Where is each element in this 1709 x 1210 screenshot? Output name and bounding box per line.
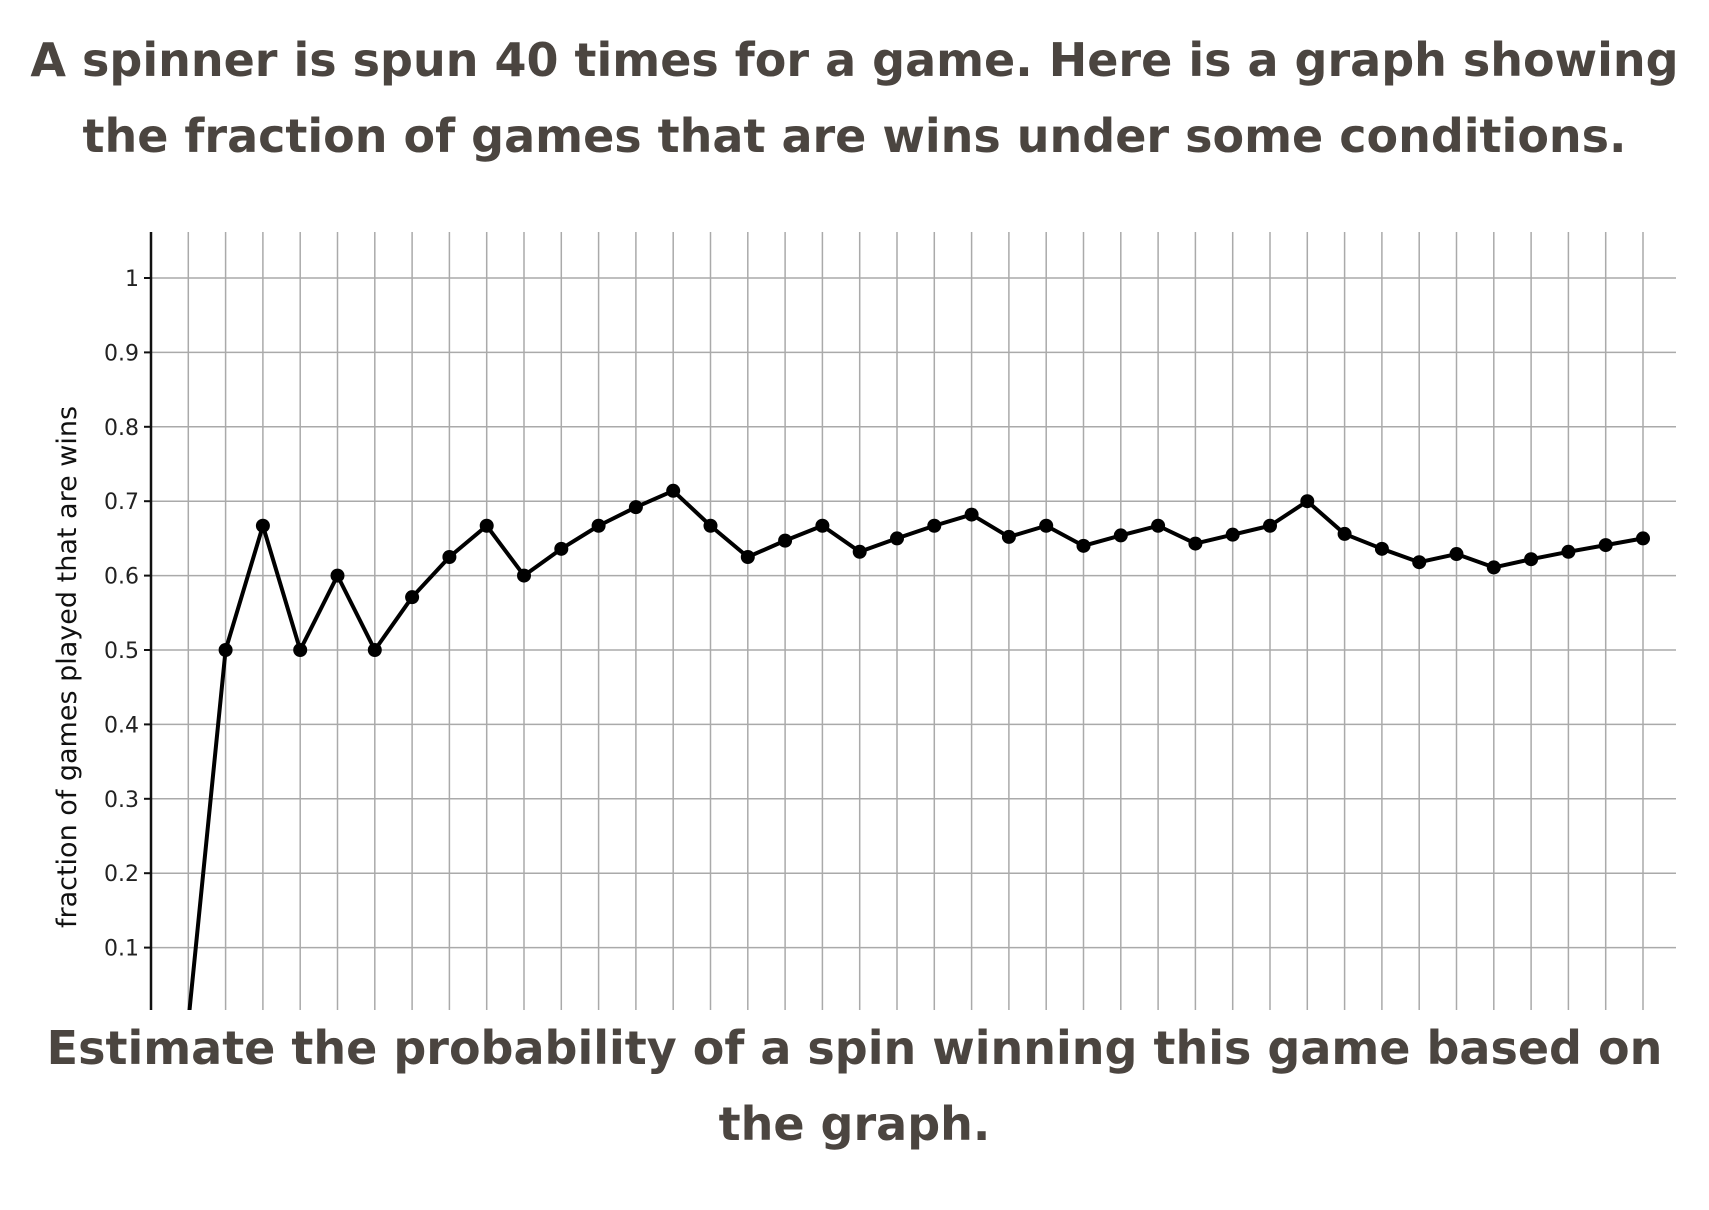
y-tick-label: 1 xyxy=(125,267,139,292)
data-point xyxy=(666,483,681,498)
y-tick-label: 0.4 xyxy=(104,713,139,738)
title: A spinner is spun 40 times for a game. H… xyxy=(0,22,1709,174)
line-chart: 00.10.20.30.40.50.60.70.80.9102468101214… xyxy=(52,232,1676,1010)
data-point xyxy=(1001,529,1016,544)
data-point xyxy=(255,518,270,533)
data-point xyxy=(1598,538,1613,553)
data-point xyxy=(517,568,531,583)
data-point xyxy=(591,518,606,533)
data-point xyxy=(1076,538,1091,553)
series-line xyxy=(187,488,1644,1010)
data-point xyxy=(740,550,755,564)
question: Estimate the probability of a spin winni… xyxy=(0,1010,1709,1162)
data-point xyxy=(367,643,382,657)
data-point xyxy=(1039,518,1054,533)
data-point xyxy=(852,544,867,559)
question-line-1: Estimate the probability of a spin winni… xyxy=(46,1021,1663,1075)
data-point xyxy=(1151,518,1166,533)
data-point xyxy=(1188,536,1203,551)
data-point xyxy=(442,550,457,564)
y-tick-label: 0.2 xyxy=(104,862,139,887)
data-point xyxy=(1263,518,1277,533)
y-tick-label: 0.9 xyxy=(104,341,139,366)
question-line-2: the graph. xyxy=(718,1097,991,1151)
y-tick-label: 0.6 xyxy=(104,565,139,590)
title-line-1: A spinner is spun 40 times for a game. H… xyxy=(30,33,1679,87)
data-point xyxy=(1636,531,1650,546)
data-point xyxy=(330,568,345,583)
y-tick-label: 0.7 xyxy=(104,490,139,515)
data-point xyxy=(1300,494,1315,509)
data-point xyxy=(405,590,420,605)
data-point xyxy=(218,643,233,657)
data-point xyxy=(1337,526,1352,541)
data-point xyxy=(1449,547,1464,562)
data-point xyxy=(703,518,718,533)
data-point xyxy=(628,500,643,515)
data-point xyxy=(1113,528,1128,543)
y-axis-label: fraction of games played that are wins xyxy=(52,406,83,928)
data-point xyxy=(1486,560,1501,575)
data-point xyxy=(479,518,494,533)
data-point xyxy=(293,643,308,657)
y-tick-label: 0.3 xyxy=(104,788,139,813)
data-point xyxy=(1225,527,1240,542)
title-line-2: the fraction of games that are wins unde… xyxy=(82,109,1627,163)
y-tick-label: 0.1 xyxy=(104,937,139,962)
data-point xyxy=(927,518,942,533)
data-point xyxy=(1524,552,1539,567)
y-tick-label: 0.8 xyxy=(104,416,139,441)
data-point xyxy=(815,518,830,533)
data-point xyxy=(1561,544,1576,559)
data-point xyxy=(778,533,793,548)
data-point xyxy=(554,541,569,556)
data-point xyxy=(1412,555,1427,570)
data-point xyxy=(890,531,904,546)
data-point xyxy=(964,507,979,522)
data-point xyxy=(1374,541,1389,556)
y-tick-label: 0.5 xyxy=(104,639,139,664)
